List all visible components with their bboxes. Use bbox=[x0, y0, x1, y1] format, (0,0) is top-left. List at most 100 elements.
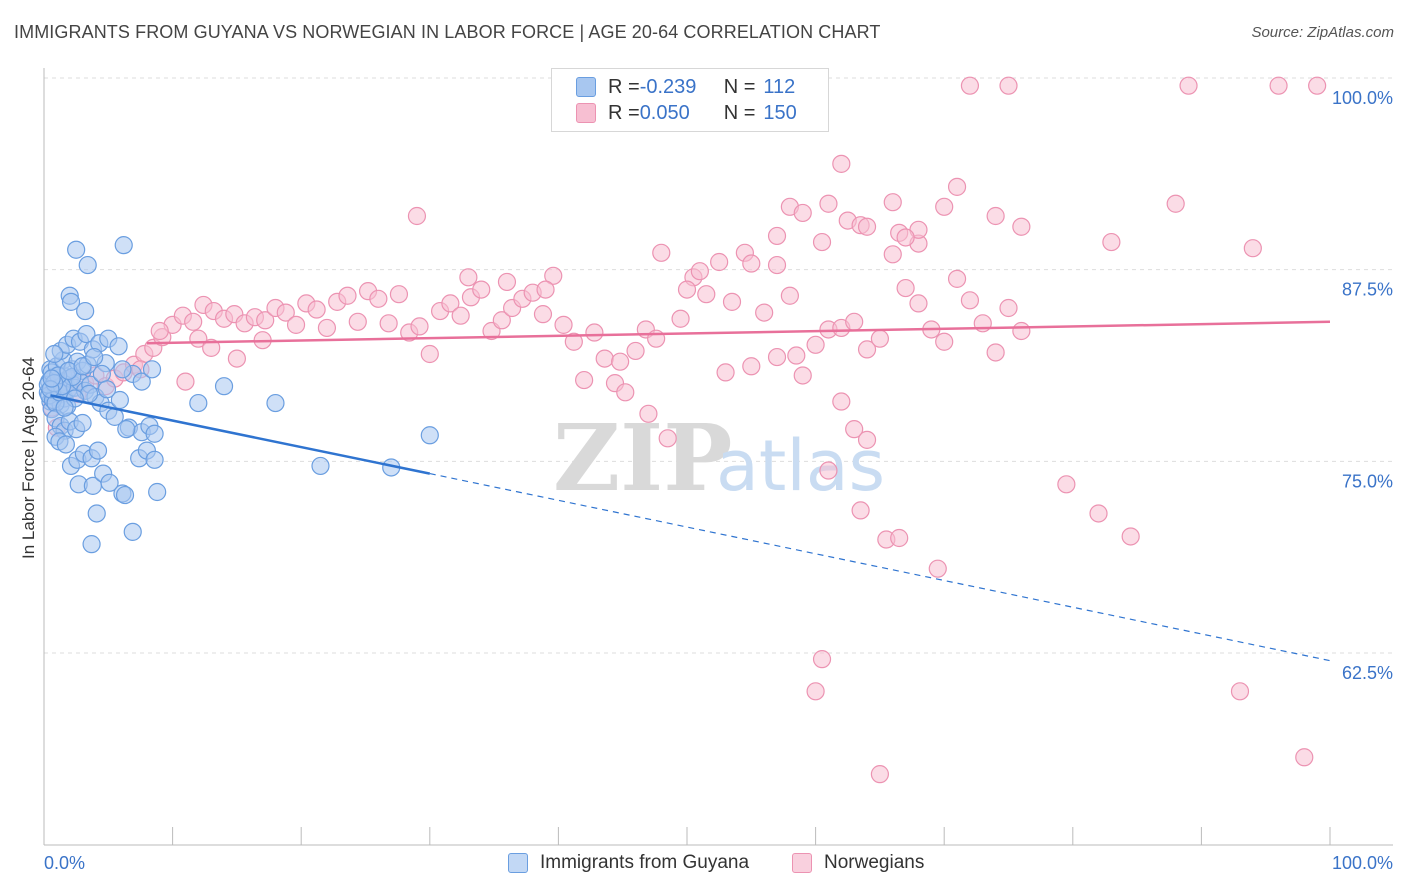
point-norwegians bbox=[379, 314, 398, 333]
point-norwegians bbox=[616, 383, 635, 402]
point-guyana bbox=[114, 236, 133, 255]
point-guyana bbox=[115, 485, 135, 505]
point-norwegians bbox=[184, 312, 203, 331]
point-guyana bbox=[132, 372, 151, 391]
point-guyana bbox=[73, 413, 92, 433]
point-norwegians bbox=[611, 352, 630, 371]
point-guyana bbox=[77, 324, 96, 344]
point-norwegians bbox=[999, 298, 1018, 318]
point-norwegians bbox=[787, 346, 806, 365]
point-guyana bbox=[100, 473, 119, 492]
point-norwegians bbox=[202, 338, 221, 357]
point-norwegians bbox=[1230, 682, 1250, 701]
point-norwegians bbox=[1102, 232, 1121, 252]
grid bbox=[44, 77, 1393, 654]
point-norwegians bbox=[554, 315, 573, 334]
point-norwegians bbox=[1012, 321, 1031, 341]
legend-item-guyana[interactable]: Immigrants from Guyana bbox=[508, 852, 749, 874]
trend-line-guyana bbox=[50, 394, 431, 475]
point-guyana bbox=[82, 535, 101, 554]
x-tick-label-min: 0.0% bbox=[44, 853, 85, 873]
trend-line-norwegians bbox=[146, 320, 1331, 345]
point-guyana bbox=[97, 380, 117, 399]
point-norwegians bbox=[1166, 194, 1185, 213]
guyana-swatch bbox=[576, 77, 596, 97]
n-label: N = bbox=[723, 75, 756, 98]
point-norwegians bbox=[767, 226, 787, 246]
point-norwegians bbox=[1179, 76, 1198, 95]
point-norwegians bbox=[986, 206, 1005, 226]
point-norwegians bbox=[348, 312, 367, 331]
point-norwegians bbox=[459, 268, 478, 287]
point-norwegians bbox=[451, 306, 470, 325]
n-label: N = bbox=[723, 101, 756, 124]
point-norwegians bbox=[150, 321, 169, 341]
point-norwegians bbox=[909, 294, 928, 313]
point-norwegians bbox=[658, 429, 677, 448]
point-norwegians bbox=[544, 266, 563, 285]
point-norwegians bbox=[845, 312, 864, 331]
norwegians-swatch bbox=[576, 103, 596, 123]
point-norwegians bbox=[407, 206, 427, 226]
point-norwegians bbox=[410, 317, 429, 336]
r-label: R = bbox=[608, 101, 640, 124]
point-norwegians bbox=[999, 76, 1018, 95]
point-norwegians bbox=[793, 203, 812, 223]
point-norwegians bbox=[652, 243, 671, 262]
point-guyana bbox=[123, 522, 142, 541]
point-norwegians bbox=[338, 286, 357, 305]
point-norwegians bbox=[767, 255, 787, 275]
point-norwegians bbox=[369, 289, 388, 308]
point-norwegians bbox=[742, 357, 761, 376]
point-norwegians bbox=[806, 682, 825, 701]
point-guyana bbox=[55, 398, 74, 417]
point-norwegians bbox=[1269, 76, 1288, 95]
point-guyana bbox=[78, 255, 97, 275]
point-norwegians bbox=[935, 197, 954, 216]
point-norwegians bbox=[832, 154, 851, 173]
r-value: -0.239 bbox=[639, 75, 697, 98]
point-norwegians bbox=[256, 311, 275, 330]
point-norwegians bbox=[1243, 239, 1262, 258]
point-norwegians bbox=[307, 300, 326, 319]
point-norwegians bbox=[806, 335, 825, 354]
point-norwegians bbox=[755, 303, 774, 322]
point-norwegians bbox=[793, 366, 812, 385]
point-guyana bbox=[85, 347, 104, 367]
point-guyana bbox=[76, 301, 95, 321]
point-norwegians bbox=[935, 332, 954, 351]
point-norwegians bbox=[639, 404, 658, 423]
point-norwegians bbox=[472, 280, 491, 299]
point-guyana bbox=[117, 420, 136, 439]
legend-label-guyana: Immigrants from Guyana bbox=[540, 852, 750, 873]
y-tick-labels: 62.5% 75.0% 87.5% 100.0% bbox=[1332, 88, 1393, 683]
legend-item-norwegians[interactable]: Norwegians bbox=[792, 852, 924, 874]
point-guyana bbox=[311, 456, 330, 476]
point-norwegians bbox=[626, 341, 645, 361]
point-norwegians bbox=[420, 344, 439, 364]
point-norwegians bbox=[928, 559, 947, 578]
norwegians-legend-swatch bbox=[792, 853, 812, 873]
point-guyana bbox=[42, 369, 61, 388]
point-norwegians bbox=[832, 392, 851, 411]
y-tick-label: 75.0% bbox=[1342, 471, 1393, 491]
point-norwegians bbox=[722, 292, 742, 311]
point-guyana bbox=[113, 360, 132, 379]
point-norwegians bbox=[883, 193, 902, 212]
point-norwegians bbox=[710, 252, 729, 272]
point-norwegians bbox=[767, 347, 787, 367]
x-tick-label-max: 100.0% bbox=[1332, 853, 1393, 873]
point-norwegians bbox=[960, 76, 980, 95]
point-norwegians bbox=[564, 332, 583, 351]
point-norwegians bbox=[845, 420, 864, 439]
point-norwegians bbox=[819, 194, 838, 213]
point-norwegians bbox=[960, 291, 980, 310]
point-norwegians bbox=[595, 349, 614, 368]
y-tick-label: 100.0% bbox=[1332, 88, 1393, 108]
point-norwegians bbox=[677, 280, 697, 299]
point-norwegians bbox=[716, 363, 735, 382]
legend-label-norwegians: Norwegians bbox=[824, 852, 925, 873]
chart-title: IMMIGRANTS FROM GUYANA VS NORWEGIAN IN L… bbox=[14, 22, 881, 42]
point-norwegians bbox=[1308, 76, 1327, 95]
point-guyana bbox=[145, 424, 164, 443]
